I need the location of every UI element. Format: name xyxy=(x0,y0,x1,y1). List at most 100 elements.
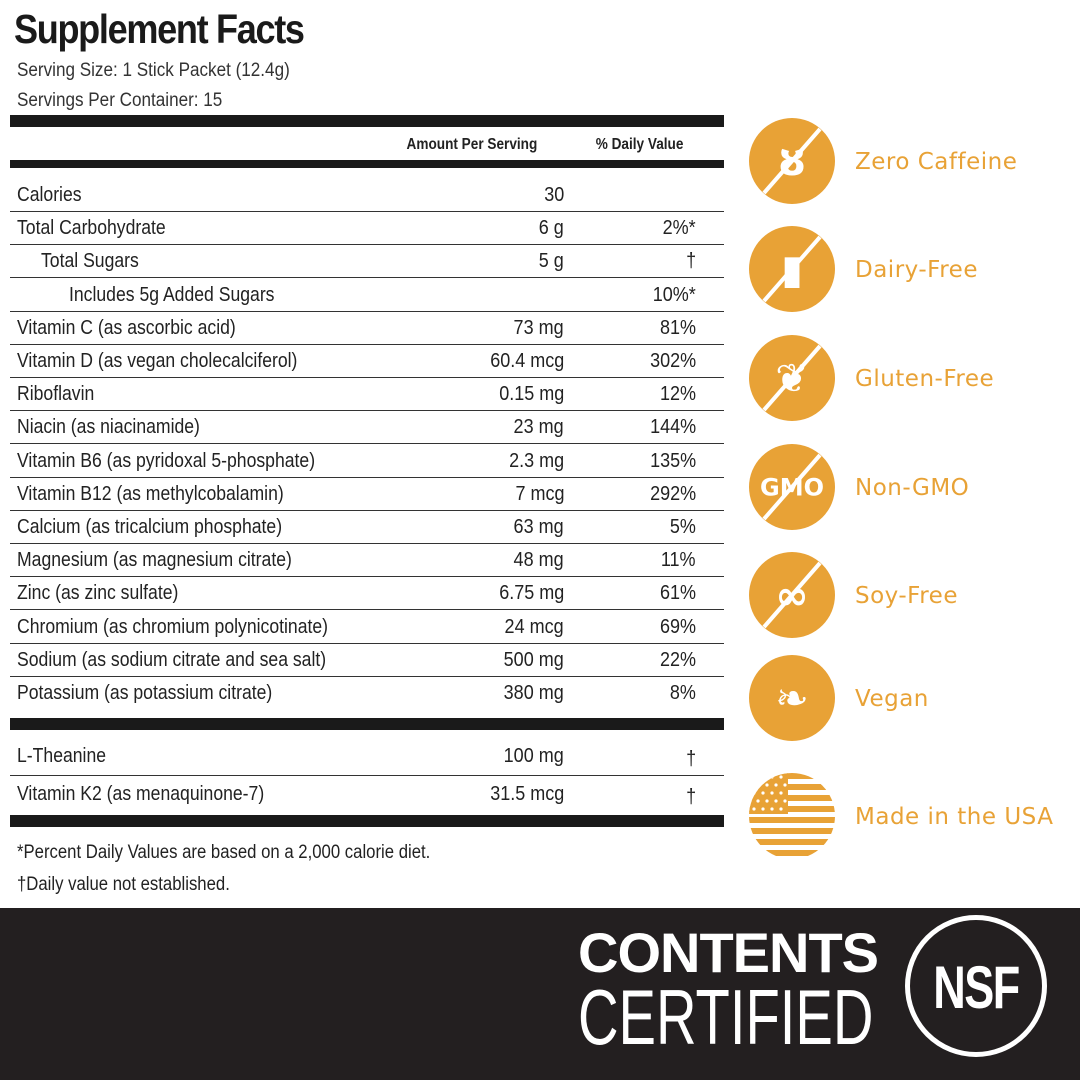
gmo-crossed-icon: GMO xyxy=(749,444,835,530)
soybean-crossed-icon: ∞ xyxy=(749,552,835,638)
nutrient-amount: 30 xyxy=(543,184,564,206)
nutrient-daily-value: 12% xyxy=(659,383,696,406)
nutrient-name: Sodium (as sodium citrate and sea salt) xyxy=(17,648,327,671)
nutrient-name: Riboflavin xyxy=(17,383,95,406)
certified-text: CERTIFIED xyxy=(578,973,874,1061)
serving-size: Serving Size: 1 Stick Packet (12.4g) xyxy=(17,60,290,81)
ingredient-daily-value: † xyxy=(685,748,696,770)
badge-label: Vegan xyxy=(855,686,929,712)
nsf-logo: NSF xyxy=(905,915,1047,1057)
other-ingredient-row: L-Theanine 100 mg † xyxy=(10,740,724,776)
nutrient-daily-value: 5% xyxy=(669,516,696,538)
other-ingredient-row: Vitamin K2 (as menaquinone-7) 31.5 mcg † xyxy=(10,778,724,814)
nutrient-amount: 6 g xyxy=(538,217,564,240)
nutrient-row: Includes 5g Added Sugars 10%* xyxy=(10,279,724,312)
nutrient-daily-value: 135% xyxy=(649,449,696,472)
nutrient-name: Total Carbohydrate xyxy=(17,217,166,240)
nutrient-row: Vitamin B12 (as methylcobalamin) 7 mcg 292… xyxy=(10,478,724,511)
badge-label: Non-GMO xyxy=(855,475,970,501)
servings-per-container: Servings Per Container: 15 xyxy=(17,90,223,111)
nutrient-name: Vitamin D (as vegan cholecalciferol) xyxy=(17,350,298,372)
divider-thick xyxy=(10,718,724,730)
footnote-daily-values: *Percent Daily Values are based on a 2,0… xyxy=(17,842,431,863)
leaf-icon: ❧ xyxy=(749,655,835,741)
nutrient-daily-value: 10%* xyxy=(652,283,696,306)
certification-banner xyxy=(0,908,1080,1080)
contents-text: CONTENTS xyxy=(578,921,879,984)
nutrient-daily-value: 69% xyxy=(659,615,696,638)
divider-thick xyxy=(10,115,724,127)
badge-label: Gluten-Free xyxy=(855,366,995,392)
nutrient-daily-value: 61% xyxy=(659,582,696,605)
nutrient-name: Includes 5g Added Sugars xyxy=(69,283,275,306)
badge-label: Dairy-Free xyxy=(855,257,978,283)
badge-non-gmo: GMO Non-GMO xyxy=(748,443,1078,533)
nutrient-amount: 63 mg xyxy=(513,516,564,538)
nutrient-row: Total Carbohydrate 6 g 2%* xyxy=(10,212,724,246)
nutrient-row: Zinc (as zinc sulfate) 6.75 mg 61% xyxy=(10,577,724,611)
nutrient-name: Magnesium (as magnesium citrate) xyxy=(17,549,292,572)
nutrient-amount: 24 mcg xyxy=(504,615,564,638)
footnote-not-established: †Daily value not established. xyxy=(17,874,230,895)
badge-zero-caffeine: ȣ Zero Caffeine xyxy=(748,117,1078,207)
nutrient-daily-value: 302% xyxy=(649,350,696,372)
nutrient-amount: 0.15 mg xyxy=(498,383,564,406)
nutrient-amount: 7 mcg xyxy=(514,482,564,505)
nutrient-amount: 23 mg xyxy=(513,416,564,439)
nutrient-name: Vitamin B6 (as pyridoxal 5-phosphate) xyxy=(17,449,316,472)
nutrient-amount: 5 g xyxy=(538,250,564,273)
nutrient-name: Vitamin C (as ascorbic acid) xyxy=(17,316,236,339)
ingredient-daily-value: † xyxy=(685,786,696,808)
coffee-bean-crossed-icon: ȣ xyxy=(749,118,835,204)
nutrient-daily-value: 11% xyxy=(661,549,696,572)
nutrient-daily-value: 8% xyxy=(669,682,696,704)
nutrient-name: Vitamin B12 (as methylcobalamin) xyxy=(17,482,284,505)
ingredient-amount: 31.5 mcg xyxy=(489,783,564,805)
badge-dairy-free: ▮ Dairy-Free xyxy=(748,225,1078,315)
nsf-logo-text: NSF xyxy=(933,954,1020,1021)
column-header-dv: % Daily Value xyxy=(595,136,684,153)
badge-label: Zero Caffeine xyxy=(855,149,1018,175)
nutrient-name: Calories xyxy=(17,184,82,206)
nutrient-row: Vitamin D (as vegan cholecalciferol) 60.4… xyxy=(10,345,724,378)
us-flag-icon xyxy=(749,773,835,856)
nutrient-amount: 2.3 mg xyxy=(508,449,564,472)
nutrient-daily-value: † xyxy=(685,250,696,273)
badge-label: Made in the USA xyxy=(855,804,1054,830)
nutrient-row: Riboflavin 0.15 mg 12% xyxy=(10,378,724,412)
nutrient-name: Calcium (as tricalcium phosphate) xyxy=(17,516,283,538)
column-header-amount: Amount Per Serving xyxy=(406,136,538,153)
nutrient-amount: 48 mg xyxy=(513,549,564,572)
badge-gluten-free: ❦ Gluten-Free xyxy=(748,334,1078,424)
nutrient-row: Total Sugars 5 g † xyxy=(10,245,724,279)
nutrient-row: Calcium (as tricalcium phosphate) 63 mg 5% xyxy=(10,511,724,544)
nutrient-amount: 73 mg xyxy=(513,316,564,339)
nutrient-name: Chromium (as chromium polynicotinate) xyxy=(17,615,329,638)
nutrient-daily-value: 292% xyxy=(649,482,696,505)
badge-soy-free: ∞ Soy-Free xyxy=(748,551,1078,641)
nutrient-daily-value: 2%* xyxy=(662,217,696,240)
nutrient-name: Total Sugars xyxy=(41,250,139,273)
nutrient-daily-value: 144% xyxy=(649,416,696,439)
ingredient-name: L-Theanine xyxy=(17,745,107,767)
nutrient-amount: 6.75 mg xyxy=(498,582,564,605)
nutrient-row: Vitamin C (as ascorbic acid) 73 mg 81% xyxy=(10,312,724,345)
ingredient-name: Vitamin K2 (as menaquinone-7) xyxy=(17,783,265,805)
badge-vegan: ❧ Vegan xyxy=(748,654,1078,744)
nutrient-amount: 380 mg xyxy=(503,682,564,704)
milk-bottle-crossed-icon: ▮ xyxy=(749,226,835,312)
svg-text:❧: ❧ xyxy=(775,676,809,722)
nutrient-row: Sodium (as sodium citrate and sea salt) 5… xyxy=(10,644,724,677)
nutrient-amount: 500 mg xyxy=(503,648,564,671)
divider-thick xyxy=(10,815,724,827)
badge-label: Soy-Free xyxy=(855,583,958,609)
ingredient-amount: 100 mg xyxy=(503,745,564,767)
nutrient-row: Calories 30 xyxy=(10,179,724,212)
nutrient-daily-value: 22% xyxy=(659,648,696,671)
wheat-crossed-icon: ❦ xyxy=(749,335,835,421)
nutrient-name: Zinc (as zinc sulfate) xyxy=(17,582,179,605)
nutrient-row: Potassium (as potassium citrate) 380 mg 8% xyxy=(10,677,724,710)
nutrient-row: Chromium (as chromium polynicotinate) 24 … xyxy=(10,611,724,644)
nutrient-amount: 60.4 mcg xyxy=(489,350,564,372)
badge-made-in-the-usa: Made in the USA xyxy=(748,772,1078,862)
